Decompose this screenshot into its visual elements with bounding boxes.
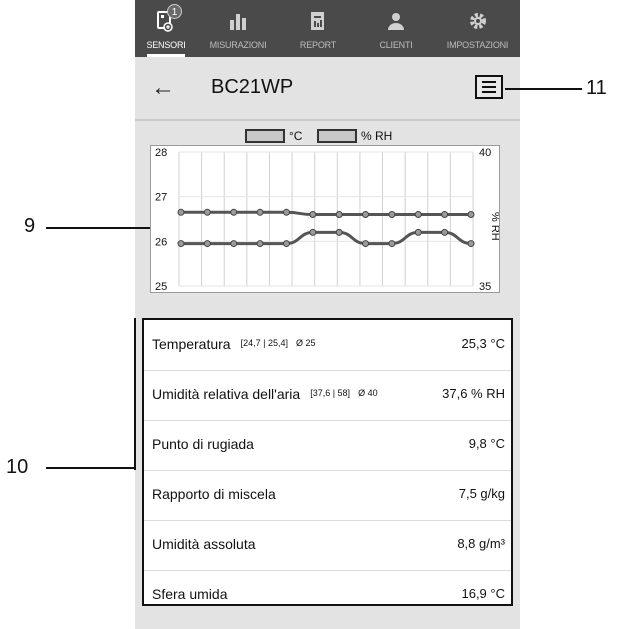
data-point [388,211,396,219]
screen-header: ← BC21WP [135,57,520,121]
notification-badge: 1 [167,4,182,19]
callout-10-line [46,467,136,469]
legend-rh: % RH [317,129,392,143]
measurement-list: Temperatura [24,7 | 25,4] Ø 25 25,3 °C Umi… [142,318,513,606]
list-item[interactable]: Umidità assoluta 8,8 g/m³ [144,520,511,571]
callout-9: 9 [24,215,36,237]
data-point [467,211,475,219]
measurement-name: Rapporto di miscela [152,486,276,502]
bottom-strip [135,612,520,629]
callout-10: 10 [6,456,29,478]
tab-label: MISURAZIONI [209,40,267,50]
data-point [467,240,475,248]
data-point [177,208,185,216]
callout-11-line [505,88,582,90]
list-item[interactable]: Rapporto di miscela 7,5 g/kg [144,470,511,521]
measurement-value: 8,8 g/m³ [457,536,505,551]
measurement-value: 37,6 % RH [442,386,505,401]
tab-label: REPORT [299,40,337,50]
callout-11: 11 [586,77,607,99]
measurement-name: Umidità assoluta [152,536,256,552]
y-tick-label-left: 26 [155,236,167,248]
tab-clienti[interactable]: CLIENTI [357,0,435,57]
user-icon [357,10,435,34]
y-tick-label-left: 27 [155,192,167,204]
measurement-average: Ø 40 [358,388,378,398]
list-item[interactable]: Punto di rugiada 9,8 °C [144,420,511,471]
y-axis-label-right: % RH [489,212,499,241]
data-point [388,240,396,248]
callout-9-line [46,227,150,229]
tab-report[interactable]: REPORT [279,0,357,57]
legend-swatch-celsius [245,129,285,143]
sensor-icon [135,10,197,34]
y-tick-label-right: 40 [479,147,491,159]
measurement-name: Sfera umida [152,586,228,602]
data-point [362,211,370,219]
list-item[interactable]: Sfera umida 16,9 °C [144,570,511,620]
report-icon [279,10,357,34]
tab-impostazioni[interactable]: IMPOSTAZIONI [435,0,520,57]
measurement-value: 9,8 °C [468,436,505,451]
data-point [441,211,449,219]
measurement-name: Temperatura [152,336,231,352]
tab-misurazioni[interactable]: MISURAZIONI [197,0,279,57]
data-point [335,211,343,219]
data-point [414,211,422,219]
measurement-range: [24,7 | 25,4] [240,338,288,348]
legend-swatch-rh [317,129,357,143]
data-point [441,228,449,236]
data-point [230,208,238,216]
data-point [256,208,264,216]
y-tick-label-right: 35 [479,281,491,292]
back-arrow-icon[interactable]: ← [151,74,175,101]
y-tick-label-left: 28 [155,147,167,159]
data-point [256,240,264,248]
top-navigation-bar: 1 SENSORI MISURAZIONI [135,0,520,57]
measurement-value: 25,3 °C [461,336,505,351]
y-tick-label-left: 25 [155,281,167,292]
data-point [230,240,238,248]
callout-10-bracket [134,318,136,470]
measurement-value: 16,9 °C [461,586,505,601]
measurement-name: Umidità relativa dell'aria [152,386,301,402]
tab-sensori[interactable]: 1 SENSORI [135,0,197,57]
tab-label: CLIENTI [379,40,413,50]
data-point [203,240,211,248]
tab-label: IMPOSTAZIONI [446,40,509,50]
data-point [414,228,422,236]
bar-chart-icon [197,10,279,34]
data-point [203,208,211,216]
data-point [309,211,317,219]
measurement-range: [37,6 | 58] [310,388,351,398]
data-point [282,240,290,248]
legend-label-rh: % RH [361,129,393,143]
tab-label: SENSORI [146,40,186,50]
data-point [282,208,290,216]
measurement-average: Ø 25 [295,338,316,348]
legend-label-celsius: °C [289,129,303,143]
list-item[interactable]: Umidità relativa dell'aria [37,6 | 58] Ø 4… [144,370,511,421]
page-title: BC21WP [211,76,294,98]
data-point [177,240,185,248]
data-point [309,228,317,236]
data-point [362,240,370,248]
active-tab-indicator [147,54,185,57]
app-screen: 1 SENSORI MISURAZIONI [135,0,520,629]
list-item[interactable]: Temperatura [24,7 | 25,4] Ø 25 25,3 °C [144,320,511,371]
hamburger-menu-icon[interactable] [475,75,503,99]
data-point [335,228,343,236]
gear-icon [435,10,520,34]
legend-celsius: °C [245,129,302,143]
measurement-name: Punto di rugiada [152,436,254,452]
measurement-value: 7,5 g/kg [458,486,505,501]
